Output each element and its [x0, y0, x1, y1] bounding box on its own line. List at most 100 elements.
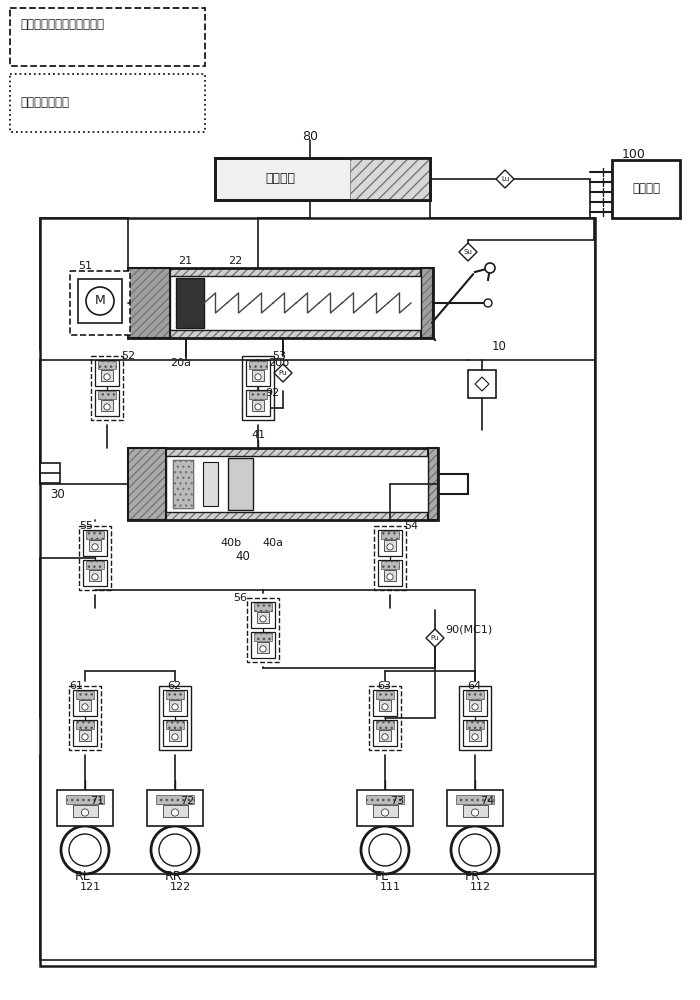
- Text: FL: FL: [375, 870, 389, 883]
- Bar: [156, 794, 194, 804]
- Text: 62: 62: [167, 681, 181, 691]
- Text: 41: 41: [251, 430, 265, 440]
- Circle shape: [451, 826, 499, 874]
- Circle shape: [382, 809, 388, 816]
- Bar: [10, 74, 205, 132]
- Circle shape: [472, 704, 478, 710]
- Bar: [128, 268, 170, 338]
- Bar: [76, 721, 94, 729]
- Circle shape: [472, 734, 478, 740]
- Bar: [468, 370, 496, 398]
- Bar: [173, 460, 193, 508]
- Text: 111: 111: [380, 882, 401, 892]
- Circle shape: [382, 704, 388, 710]
- Bar: [169, 730, 181, 741]
- Polygon shape: [274, 364, 292, 382]
- Text: 52: 52: [121, 351, 135, 361]
- Text: 71: 71: [90, 796, 104, 806]
- Text: 90(MC1): 90(MC1): [445, 625, 492, 635]
- Text: Pu: Pu: [279, 370, 287, 376]
- Text: 51: 51: [78, 261, 92, 271]
- Circle shape: [387, 544, 393, 550]
- Text: 40: 40: [235, 550, 250, 563]
- Bar: [10, 8, 205, 66]
- Bar: [173, 460, 193, 508]
- Text: 121: 121: [80, 882, 101, 892]
- Text: 112: 112: [470, 882, 491, 892]
- Circle shape: [86, 287, 114, 315]
- Circle shape: [92, 544, 98, 550]
- Bar: [378, 530, 402, 556]
- Text: 61: 61: [69, 681, 83, 691]
- Circle shape: [255, 374, 261, 380]
- Polygon shape: [496, 170, 514, 188]
- Bar: [374, 526, 406, 590]
- Text: 制动器失机状态下的操作阀: 制动器失机状态下的操作阀: [20, 18, 104, 31]
- Text: 122: 122: [170, 882, 191, 892]
- Bar: [166, 456, 428, 512]
- Bar: [252, 370, 264, 381]
- Bar: [86, 561, 104, 569]
- Text: 22: 22: [228, 256, 242, 266]
- Bar: [73, 690, 97, 716]
- Bar: [357, 790, 413, 826]
- Bar: [166, 721, 184, 729]
- Circle shape: [260, 646, 266, 652]
- Bar: [384, 540, 396, 551]
- Bar: [128, 448, 438, 520]
- Circle shape: [81, 809, 89, 816]
- Bar: [372, 805, 398, 817]
- Circle shape: [172, 809, 178, 816]
- Bar: [459, 686, 491, 750]
- Circle shape: [382, 734, 388, 740]
- Bar: [246, 390, 270, 416]
- Bar: [447, 790, 503, 826]
- Circle shape: [484, 299, 492, 307]
- Bar: [466, 721, 484, 729]
- Bar: [376, 691, 394, 699]
- Text: 40b: 40b: [220, 538, 241, 548]
- Bar: [98, 391, 116, 399]
- Text: 63: 63: [377, 681, 391, 691]
- Bar: [215, 158, 430, 200]
- Bar: [147, 790, 203, 826]
- Bar: [350, 158, 430, 200]
- Polygon shape: [475, 377, 489, 391]
- Bar: [456, 794, 494, 804]
- Bar: [73, 720, 97, 746]
- Circle shape: [92, 574, 98, 580]
- Text: 低温下的操作阀: 低温下的操作阀: [20, 97, 69, 109]
- Circle shape: [260, 616, 266, 622]
- Bar: [379, 700, 391, 711]
- Circle shape: [485, 263, 495, 273]
- Circle shape: [172, 704, 178, 710]
- Circle shape: [361, 826, 409, 874]
- Bar: [95, 390, 119, 416]
- Bar: [252, 400, 264, 411]
- Bar: [366, 794, 404, 804]
- Bar: [162, 805, 188, 817]
- Bar: [463, 690, 487, 716]
- Text: 10: 10: [492, 340, 507, 353]
- Text: 20b: 20b: [268, 358, 289, 368]
- Bar: [79, 730, 91, 741]
- Circle shape: [172, 734, 178, 740]
- Bar: [70, 271, 130, 335]
- Circle shape: [151, 826, 199, 874]
- Circle shape: [82, 704, 88, 710]
- Bar: [469, 730, 481, 741]
- Text: 64: 64: [467, 681, 481, 691]
- Bar: [89, 570, 101, 581]
- Bar: [78, 279, 122, 323]
- Bar: [163, 720, 187, 746]
- Bar: [215, 158, 430, 200]
- Bar: [76, 691, 94, 699]
- Circle shape: [255, 404, 261, 410]
- Bar: [251, 602, 275, 628]
- Bar: [95, 360, 119, 386]
- Bar: [249, 361, 267, 369]
- Text: RL: RL: [75, 870, 91, 883]
- Circle shape: [104, 374, 110, 380]
- Bar: [69, 686, 101, 750]
- Bar: [381, 561, 399, 569]
